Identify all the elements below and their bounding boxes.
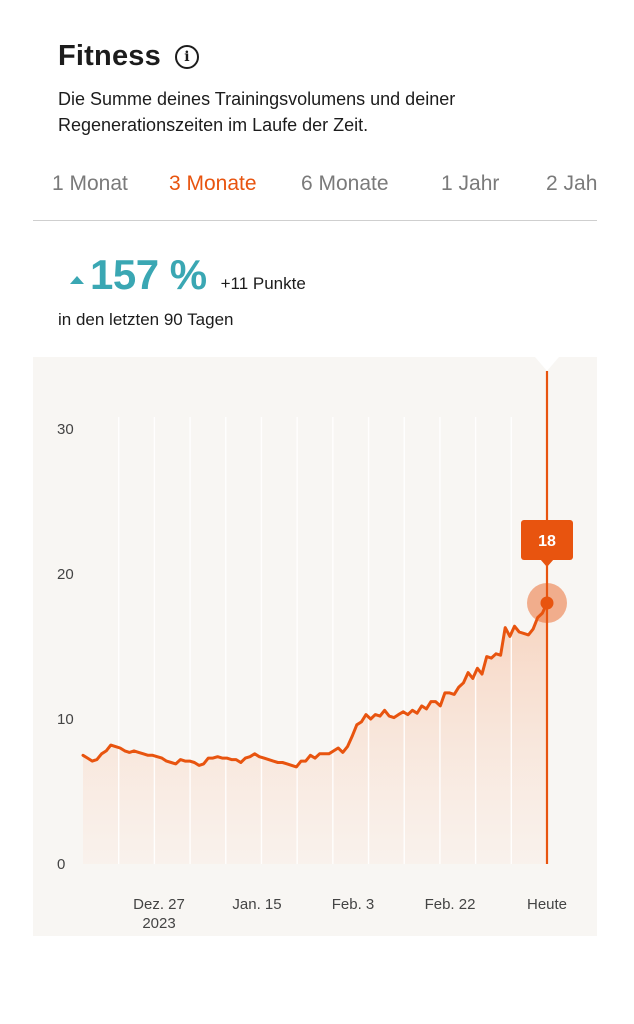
info-icon[interactable]: i <box>174 44 199 69</box>
fitness-series-line <box>81 601 549 769</box>
x-tick-label: Jan. 15 <box>232 896 281 913</box>
page-title: Fitness <box>58 40 161 72</box>
y-tick-label: 20 <box>57 566 74 583</box>
cursor-notch <box>535 357 559 371</box>
value-tooltip-pointer <box>540 559 554 567</box>
fitness-chart[interactable]: 0 10 20 30 Dez. 27 2023 Jan. 15 Feb. 3 Feb. 22 H… <box>33 357 597 936</box>
title-row: Fitness i <box>58 40 199 73</box>
tab-2-years[interactable]: 2 Jahre <box>546 172 597 195</box>
tab-3-months[interactable]: 3 Monate <box>169 172 257 195</box>
x-tick-label: Feb. 3 <box>332 896 375 913</box>
triangle-up-icon <box>70 276 84 284</box>
x-tick-sublabel: 2023 <box>142 915 175 932</box>
x-tick-label: Dez. 27 <box>133 896 185 913</box>
x-tick-label: Feb. 22 <box>425 896 476 913</box>
summary-stat: 157 % +11 Punkte <box>70 252 306 298</box>
time-range-tabs-track: 1 Monat 3 Monate 6 Monate 1 Jahr 2 Jahre <box>33 165 597 215</box>
tab-1-year[interactable]: 1 Jahr <box>441 172 500 195</box>
page-description: Die Summe deines Trainingsvolumens und d… <box>58 89 456 135</box>
change-percent: 157 % <box>90 251 207 298</box>
y-tick-label: 0 <box>57 856 65 873</box>
tab-6-months[interactable]: 6 Monate <box>301 172 389 195</box>
period-label: in den letzten 90 Tagen <box>58 310 234 329</box>
tab-1-month[interactable]: 1 Monat <box>52 172 128 195</box>
y-tick-label: 30 <box>57 421 74 438</box>
selected-point <box>540 596 554 610</box>
y-tick-label: 10 <box>57 711 74 728</box>
fitness-chart-svg[interactable]: 0 10 20 30 Dez. 27 2023 Jan. 15 Feb. 3 Feb. 22 H… <box>33 357 597 936</box>
value-tooltip-label: 18 <box>538 533 556 550</box>
chart-area <box>83 603 547 864</box>
time-range-tabs <box>33 165 597 221</box>
value-tooltip <box>521 520 573 560</box>
x-tick-label: Heute <box>527 896 567 913</box>
points-delta: +11 Punkte <box>220 274 306 293</box>
